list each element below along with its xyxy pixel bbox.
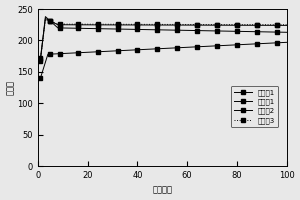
实施例3 [39,58,42,60]
实施例2 [121,24,124,26]
实施例3 [260,23,263,26]
实施例2 [285,24,288,27]
Line: 实施例3: 实施例3 [39,18,288,61]
Line: 对比例1: 对比例1 [39,41,288,80]
实施例3 [86,23,89,25]
对比例1 [285,41,288,44]
实施例3 [285,24,288,26]
实施例2 [86,24,89,26]
对比例1 [116,50,119,52]
实施例1 [44,15,47,18]
实施例1 [86,27,89,30]
对比例1 [66,52,70,54]
实施例3 [280,24,284,26]
实施例3 [71,23,75,25]
实施例2 [39,57,42,59]
实施例2 [71,24,75,26]
实施例1 [56,27,60,29]
X-axis label: 循环次数: 循环次数 [152,185,172,194]
对比例1 [81,51,85,54]
实施例2 [280,24,284,27]
对比例1 [255,43,259,45]
实施例1 [39,59,42,62]
实施例1 [121,28,124,30]
实施例2 [44,17,47,20]
实施例1 [285,31,288,33]
Legend: 对比例1, 实施例1, 实施例2, 实施例3: 对比例1, 实施例1, 实施例2, 实施例3 [231,86,278,127]
Y-axis label: 比容量: 比容量 [6,80,15,95]
实施例2 [56,24,60,26]
实施例3 [121,23,124,26]
实施例1 [260,31,263,33]
实施例1 [71,27,75,29]
实施例2 [260,24,263,27]
实施例3 [44,19,47,21]
实施例3 [56,23,60,25]
Line: 实施例1: 实施例1 [39,15,288,62]
对比例1 [53,53,57,55]
对比例1 [280,41,284,44]
Line: 实施例2: 实施例2 [39,17,288,60]
对比例1 [39,77,42,79]
实施例1 [280,31,284,33]
